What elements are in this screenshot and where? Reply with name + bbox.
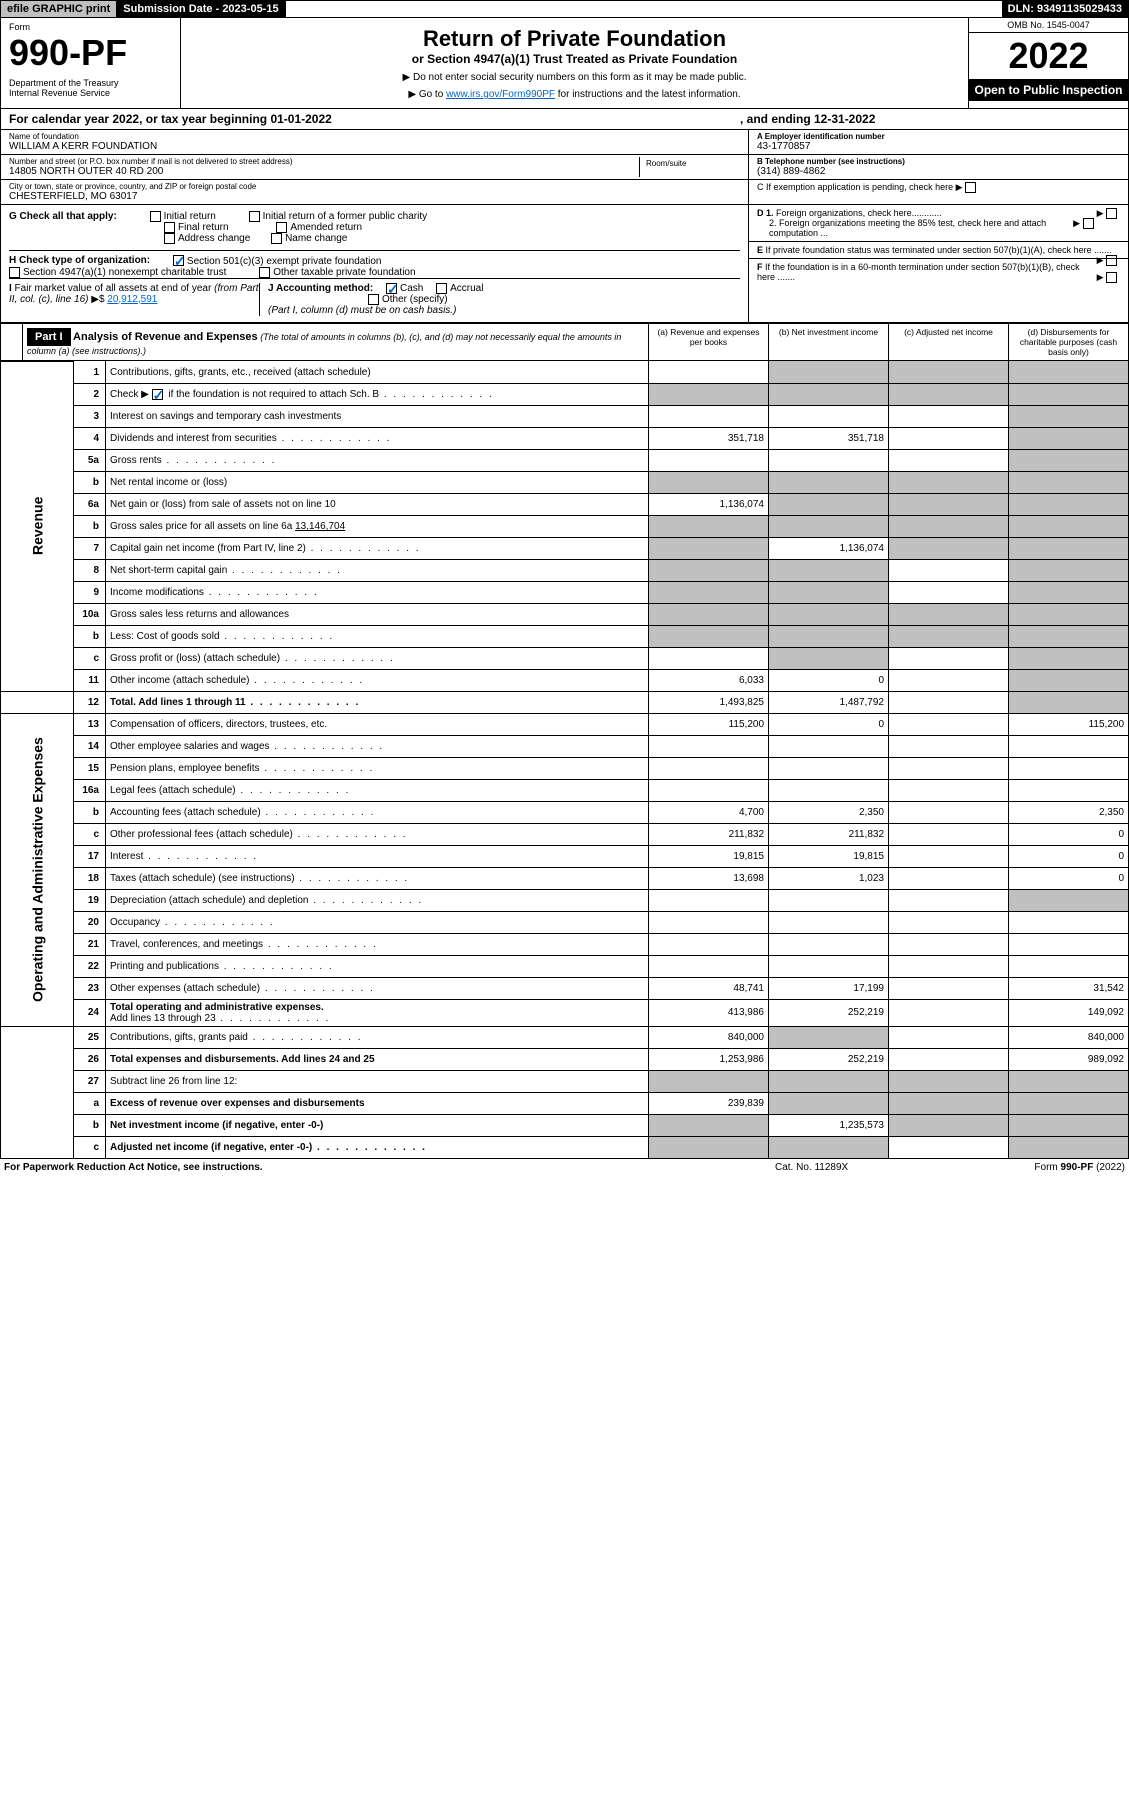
topbar: efile GRAPHIC print Submission Date - 20… bbox=[0, 0, 1129, 18]
col-a-hdr: (a) Revenue and expenses per books bbox=[648, 324, 768, 360]
note-ssn: ▶ Do not enter social security numbers o… bbox=[189, 72, 960, 83]
form-label: Form bbox=[9, 22, 172, 32]
dln: DLN: 93491135029433 bbox=[1002, 1, 1128, 17]
form-header: Form 990-PF Department of the Treasury I… bbox=[0, 18, 1129, 109]
gross-sales-6a: 13,146,704 bbox=[295, 521, 345, 532]
ein: 43-1770857 bbox=[757, 141, 1120, 152]
j-cash-chk[interactable] bbox=[386, 283, 397, 294]
f-checkbox[interactable] bbox=[1106, 272, 1117, 283]
g-initial-chk[interactable] bbox=[150, 211, 161, 222]
j-other-chk[interactable] bbox=[368, 294, 379, 305]
part1-title: Analysis of Revenue and Expenses bbox=[73, 331, 258, 343]
col-c-hdr: (c) Adjusted net income bbox=[888, 324, 1008, 360]
col-d-hdr: (d) Disbursements for charitable purpose… bbox=[1008, 324, 1128, 360]
h-label: H Check type of organization: bbox=[9, 256, 150, 267]
c-label: C If exemption application is pending, c… bbox=[757, 182, 953, 192]
tel-label: B Telephone number (see instructions) bbox=[757, 157, 1120, 166]
j-accrual-chk[interactable] bbox=[436, 283, 447, 294]
submission-date: Submission Date - 2023-05-15 bbox=[117, 1, 285, 17]
open-public: Open to Public Inspection bbox=[969, 79, 1128, 101]
efile-label[interactable]: efile GRAPHIC print bbox=[1, 1, 117, 17]
irs-link[interactable]: www.irs.gov/Form990PF bbox=[446, 89, 555, 100]
schb-chk[interactable] bbox=[152, 389, 163, 400]
f-label: F If the foundation is in a 60-month ter… bbox=[757, 262, 1080, 282]
revenue-cat: Revenue bbox=[1, 361, 74, 691]
lines-table: Revenue 1Contributions, gifts, grants, e… bbox=[0, 361, 1129, 1159]
part1-header: Part I Analysis of Revenue and Expenses … bbox=[0, 323, 1129, 361]
e-label: E If private foundation status was termi… bbox=[757, 245, 1112, 255]
calendar-year-row: For calendar year 2022, or tax year begi… bbox=[0, 109, 1129, 130]
note-link: ▶ Go to www.irs.gov/Form990PF for instru… bbox=[189, 89, 960, 100]
dept-label: Department of the Treasury Internal Reve… bbox=[9, 78, 172, 98]
d2-label: 2. Foreign organizations meeting the 85%… bbox=[769, 218, 1049, 238]
form-number: 990-PF bbox=[9, 32, 172, 74]
form-subtitle: or Section 4947(a)(1) Trust Treated as P… bbox=[189, 52, 960, 66]
tax-year: 2022 bbox=[969, 33, 1128, 79]
g-label: G Check all that apply: bbox=[9, 211, 117, 222]
pra-notice: For Paperwork Reduction Act Notice, see … bbox=[4, 1162, 775, 1173]
footer: For Paperwork Reduction Act Notice, see … bbox=[0, 1159, 1129, 1176]
g-final-chk[interactable] bbox=[164, 222, 175, 233]
city: CHESTERFIELD, MO 63017 bbox=[9, 191, 740, 202]
h-501c3-chk[interactable] bbox=[173, 255, 184, 266]
addr-label: Number and street (or P.O. box number if… bbox=[9, 157, 639, 166]
col-b-hdr: (b) Net investment income bbox=[768, 324, 888, 360]
telephone: (314) 889-4862 bbox=[757, 166, 1120, 177]
g-initial-pub-chk[interactable] bbox=[249, 211, 260, 222]
room-label: Room/suite bbox=[640, 157, 740, 177]
g-name-chk[interactable] bbox=[271, 233, 282, 244]
d1-checkbox[interactable] bbox=[1106, 208, 1117, 219]
g-amended-chk[interactable] bbox=[276, 222, 287, 233]
i-value[interactable]: 20,912,591 bbox=[107, 294, 157, 305]
foundation-name: WILLIAM A KERR FOUNDATION bbox=[9, 141, 740, 152]
checks-block: G Check all that apply: Initial return I… bbox=[0, 205, 1129, 323]
city-label: City or town, state or province, country… bbox=[9, 182, 740, 191]
part1-badge: Part I bbox=[27, 328, 71, 346]
h-4947-chk[interactable] bbox=[9, 267, 20, 278]
address: 14805 NORTH OUTER 40 RD 200 bbox=[9, 166, 639, 177]
j-label: J Accounting method: bbox=[268, 283, 373, 294]
expenses-cat: Operating and Administrative Expenses bbox=[1, 713, 74, 1026]
cat-no: Cat. No. 11289X bbox=[775, 1162, 975, 1173]
e-checkbox[interactable] bbox=[1106, 255, 1117, 266]
form-ref: Form 990-PF (2022) bbox=[975, 1162, 1125, 1173]
ein-label: A Employer identification number bbox=[757, 132, 1120, 141]
form-title: Return of Private Foundation bbox=[189, 26, 960, 52]
g-addr-chk[interactable] bbox=[164, 233, 175, 244]
name-label: Name of foundation bbox=[9, 132, 740, 141]
omb-number: OMB No. 1545-0047 bbox=[969, 18, 1128, 33]
d2-checkbox[interactable] bbox=[1083, 218, 1094, 229]
d1-label: D 1. Foreign organizations, check here..… bbox=[757, 208, 942, 218]
h-other-chk[interactable] bbox=[259, 267, 270, 278]
c-checkbox[interactable] bbox=[965, 182, 976, 193]
j-note: (Part I, column (d) must be on cash basi… bbox=[268, 305, 456, 316]
identity-block: Name of foundation WILLIAM A KERR FOUNDA… bbox=[0, 130, 1129, 205]
